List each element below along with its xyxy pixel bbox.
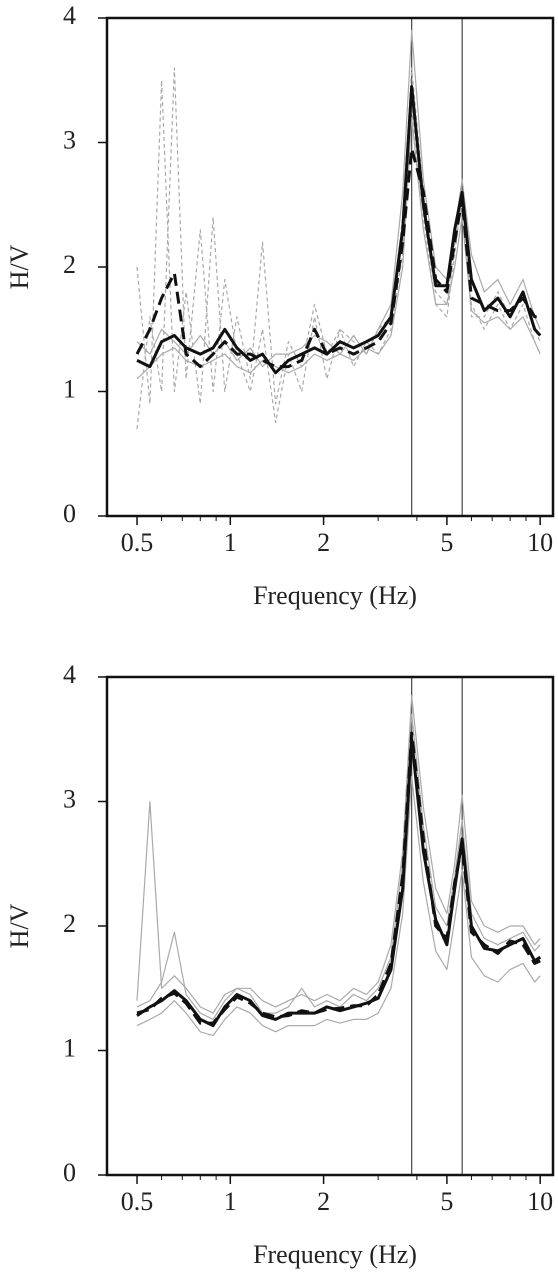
- plot-frame: [105, 16, 555, 518]
- x-tick-label: 0.5: [121, 1187, 154, 1216]
- y-tick-label: 0: [63, 1158, 76, 1187]
- y-axis-label: H/V: [5, 244, 34, 289]
- window-curve: [136, 29, 541, 368]
- y-tick-label: 4: [63, 660, 76, 689]
- x-tick-label: 1: [224, 1187, 237, 1216]
- x-tick-label: 10: [527, 528, 553, 557]
- window-curve: [136, 776, 541, 1037]
- mean-curve: [136, 85, 542, 375]
- x-tick-label: 5: [440, 528, 453, 557]
- window-curve: [136, 713, 541, 1020]
- y-tick-label: 1: [63, 374, 76, 403]
- y-axis-label: H/V: [5, 903, 34, 948]
- mean-curve: [135, 147, 541, 369]
- window-curve: [136, 117, 541, 380]
- window-curve: [136, 67, 541, 429]
- x-axis-label: Frequency (Hz): [253, 1240, 417, 1269]
- y-tick-label: 3: [63, 125, 76, 154]
- window-curve: [136, 67, 541, 405]
- x-tick-label: 5: [440, 1187, 453, 1216]
- x-tick-label: 0.5: [121, 528, 154, 557]
- mean-curve: [136, 737, 542, 1028]
- x-tick-label: 1: [224, 528, 237, 557]
- y-tick-label: 3: [63, 784, 76, 813]
- y-tick-label: 4: [63, 1, 76, 30]
- x-tick-label: 2: [317, 1187, 330, 1216]
- y-tick-label: 1: [63, 1033, 76, 1062]
- x-axis-label: Frequency (Hz): [253, 581, 417, 610]
- window-curve: [136, 695, 541, 1014]
- x-tick-label: 10: [527, 1187, 553, 1216]
- y-tick-label: 0: [63, 499, 76, 528]
- x-tick-label: 2: [317, 528, 330, 557]
- y-tick-label: 2: [63, 250, 76, 279]
- y-tick-label: 2: [63, 909, 76, 938]
- mean-curve: [136, 731, 541, 1025]
- plot-frame: [105, 675, 555, 1177]
